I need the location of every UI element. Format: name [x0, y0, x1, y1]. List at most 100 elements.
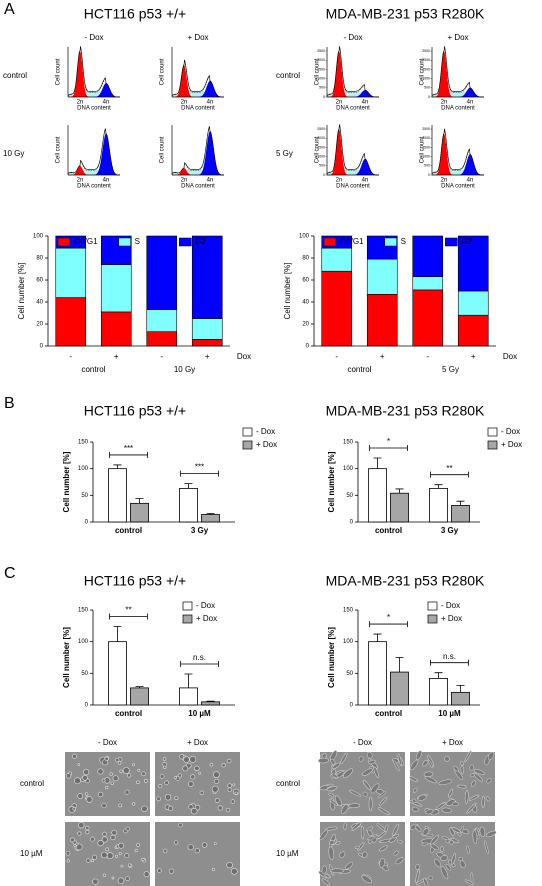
axis-label: DNA content: [181, 184, 215, 190]
legend-swatch: [182, 601, 193, 611]
legend-label: S: [135, 237, 140, 246]
cell: [105, 785, 109, 790]
column-label: + Dox: [442, 738, 463, 747]
bar-segment: [191, 339, 223, 347]
cell: [348, 803, 361, 809]
error-bar: [434, 672, 443, 679]
cell: [421, 842, 429, 846]
cell: [395, 857, 404, 865]
error-bar: [135, 686, 144, 688]
bar: [130, 502, 149, 523]
bar-segment: [146, 309, 178, 333]
histogram-g1: [68, 165, 120, 175]
legend-swatch: [118, 237, 131, 247]
cell: [163, 848, 168, 854]
cell: [230, 867, 238, 875]
cell: [162, 757, 167, 761]
error-bar: [206, 513, 215, 515]
legend-label: - Dox: [441, 601, 460, 610]
cell: [234, 791, 238, 795]
cell: [211, 867, 215, 871]
bar: [108, 468, 127, 523]
cell: [473, 772, 483, 782]
histogram-g1: [432, 51, 484, 97]
cell: [137, 768, 141, 772]
legend-label: G2: [461, 237, 472, 246]
cell: [440, 846, 444, 853]
y-tick-label: 0: [323, 173, 325, 177]
cell: [92, 878, 99, 885]
axis-label: Cell number [%]: [17, 263, 26, 320]
cell: [415, 869, 420, 883]
column-label: - Dox: [84, 33, 103, 42]
cell: [330, 759, 336, 765]
bar-segment: [366, 258, 398, 295]
y-tick-label: 0: [85, 520, 89, 526]
cell: [361, 768, 373, 776]
cell: [429, 834, 440, 846]
cell: [213, 842, 217, 845]
axis-label: DNA content: [181, 106, 215, 112]
significance-label: n.s.: [443, 652, 456, 661]
cell: [428, 875, 433, 881]
x-tick-label: 4n: [207, 100, 214, 106]
x-tick-label: -: [335, 352, 338, 361]
y-tick-label: 2500: [317, 127, 325, 131]
cell: [225, 807, 231, 813]
x-tick-label: -: [69, 352, 72, 361]
x-tick-label: 10 µM: [438, 709, 461, 718]
cell: [110, 781, 114, 785]
cell: [434, 858, 442, 868]
cell: [141, 771, 146, 777]
cell: [132, 763, 135, 767]
cell: [227, 787, 232, 792]
bar-segment: [55, 297, 87, 347]
cell: [335, 841, 341, 845]
cell: [321, 878, 330, 886]
cell: [136, 843, 141, 847]
y-tick-label: 100: [299, 234, 310, 240]
cell: [413, 787, 418, 793]
cell: [126, 773, 132, 778]
cell: [450, 853, 456, 865]
y-tick-label: 500: [424, 164, 430, 168]
axis-label: DNA content: [336, 184, 370, 190]
cell: [358, 756, 364, 762]
cell: [101, 851, 108, 859]
cell: [168, 868, 174, 874]
cell: [472, 829, 478, 844]
cell: [425, 809, 434, 815]
legend-swatch: [57, 237, 71, 247]
significance-bracket: [430, 471, 469, 478]
axis-label: DNA content: [336, 106, 370, 112]
chart-title: HCT116 p53 +/+: [84, 403, 186, 419]
y-tick-label: 1000: [422, 155, 430, 159]
cell: [112, 775, 119, 782]
histogram-g2: [432, 154, 484, 175]
y-tick-label: 2000: [317, 58, 325, 62]
cell: [326, 786, 338, 791]
cell: [159, 774, 165, 779]
cell: [119, 769, 123, 773]
legend-label: G0/G1: [340, 237, 364, 246]
axis-label: Cell count: [160, 136, 166, 163]
significance-label: **: [125, 606, 131, 615]
legend-label: - Dox: [196, 601, 215, 610]
significance-label: ***: [195, 463, 204, 472]
cell: [361, 851, 368, 859]
y-tick-label: 0: [323, 95, 325, 99]
cell: [122, 767, 130, 774]
y-tick-label: 500: [319, 164, 325, 168]
error-bar: [456, 684, 465, 693]
cell: [71, 753, 77, 759]
histogram-g1: [327, 51, 379, 97]
cell: [391, 834, 399, 839]
histogram-fit: [171, 60, 225, 98]
cell: [466, 803, 477, 814]
legend-label: G2: [195, 237, 206, 246]
bar-segment: [321, 247, 353, 272]
y-tick-label: 60: [36, 278, 43, 284]
bar-segment: [146, 235, 178, 310]
cell: [377, 831, 387, 839]
bar: [451, 505, 470, 523]
